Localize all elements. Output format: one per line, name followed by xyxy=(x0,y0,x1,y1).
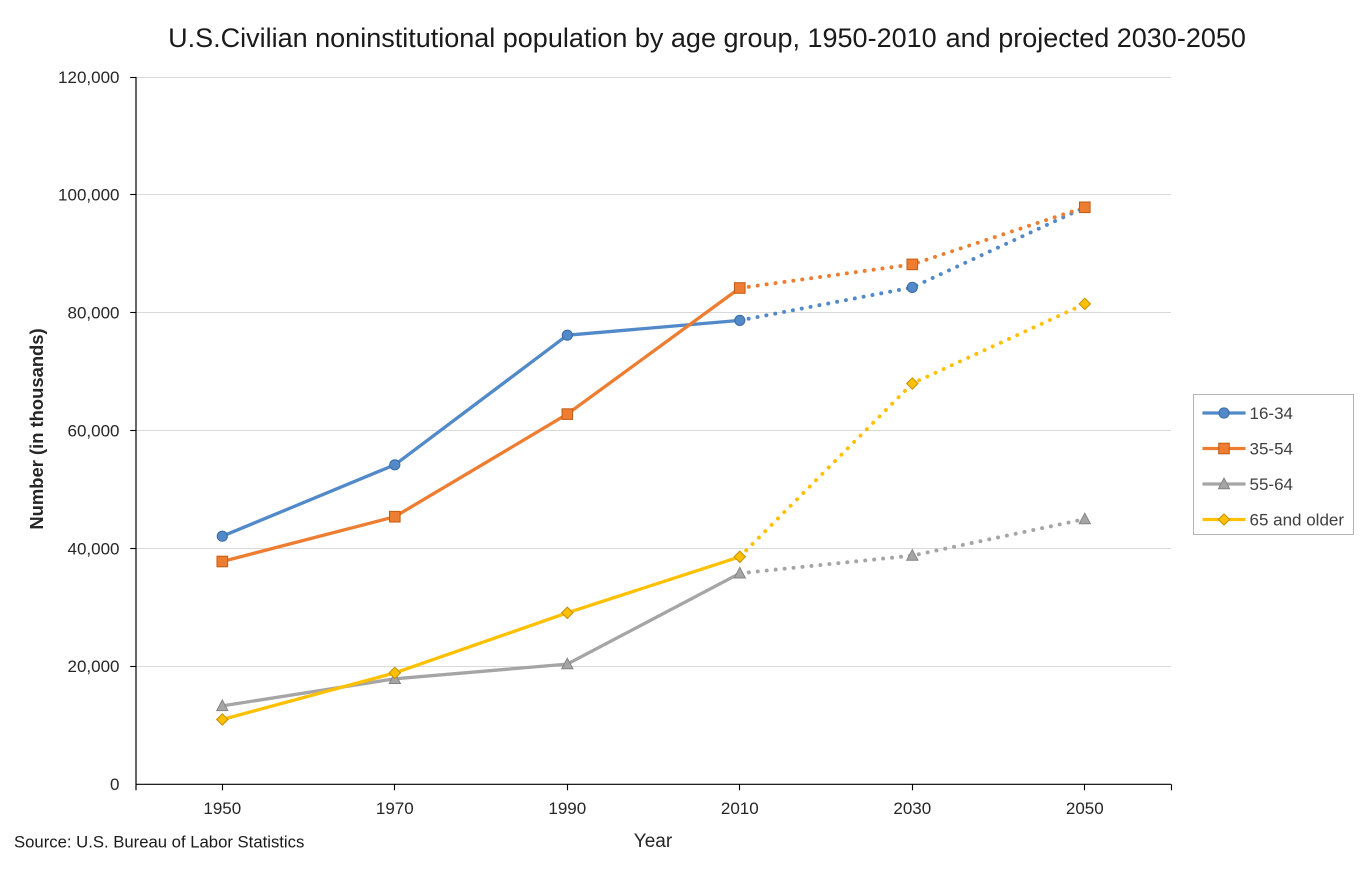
svg-text:55-64: 55-64 xyxy=(1250,475,1293,494)
svg-text:60,000: 60,000 xyxy=(68,421,120,440)
svg-text:100,000: 100,000 xyxy=(58,186,119,205)
svg-text:35-54: 35-54 xyxy=(1250,439,1293,458)
svg-text:Number (in thousands): Number (in thousands) xyxy=(26,328,47,529)
svg-text:65 and older: 65 and older xyxy=(1250,510,1345,529)
svg-text:2050: 2050 xyxy=(1066,799,1104,818)
svg-text:Source: U.S. Bureau of Labor S: Source: U.S. Bureau of Labor Statistics xyxy=(14,833,304,852)
svg-text:1990: 1990 xyxy=(548,799,586,818)
svg-text:Year: Year xyxy=(634,831,673,852)
svg-text:U.S.Civilian noninstitutional: U.S.Civilian noninstitutional population… xyxy=(168,23,1246,53)
svg-text:2030: 2030 xyxy=(893,799,931,818)
svg-text:20,000: 20,000 xyxy=(68,657,120,676)
svg-text:2010: 2010 xyxy=(721,799,759,818)
svg-text:80,000: 80,000 xyxy=(68,304,120,323)
svg-text:1970: 1970 xyxy=(376,799,414,818)
svg-text:40,000: 40,000 xyxy=(68,539,120,558)
svg-text:0: 0 xyxy=(110,775,119,794)
svg-text:120,000: 120,000 xyxy=(58,68,119,87)
svg-text:16-34: 16-34 xyxy=(1250,404,1293,423)
svg-text:1950: 1950 xyxy=(203,799,241,818)
